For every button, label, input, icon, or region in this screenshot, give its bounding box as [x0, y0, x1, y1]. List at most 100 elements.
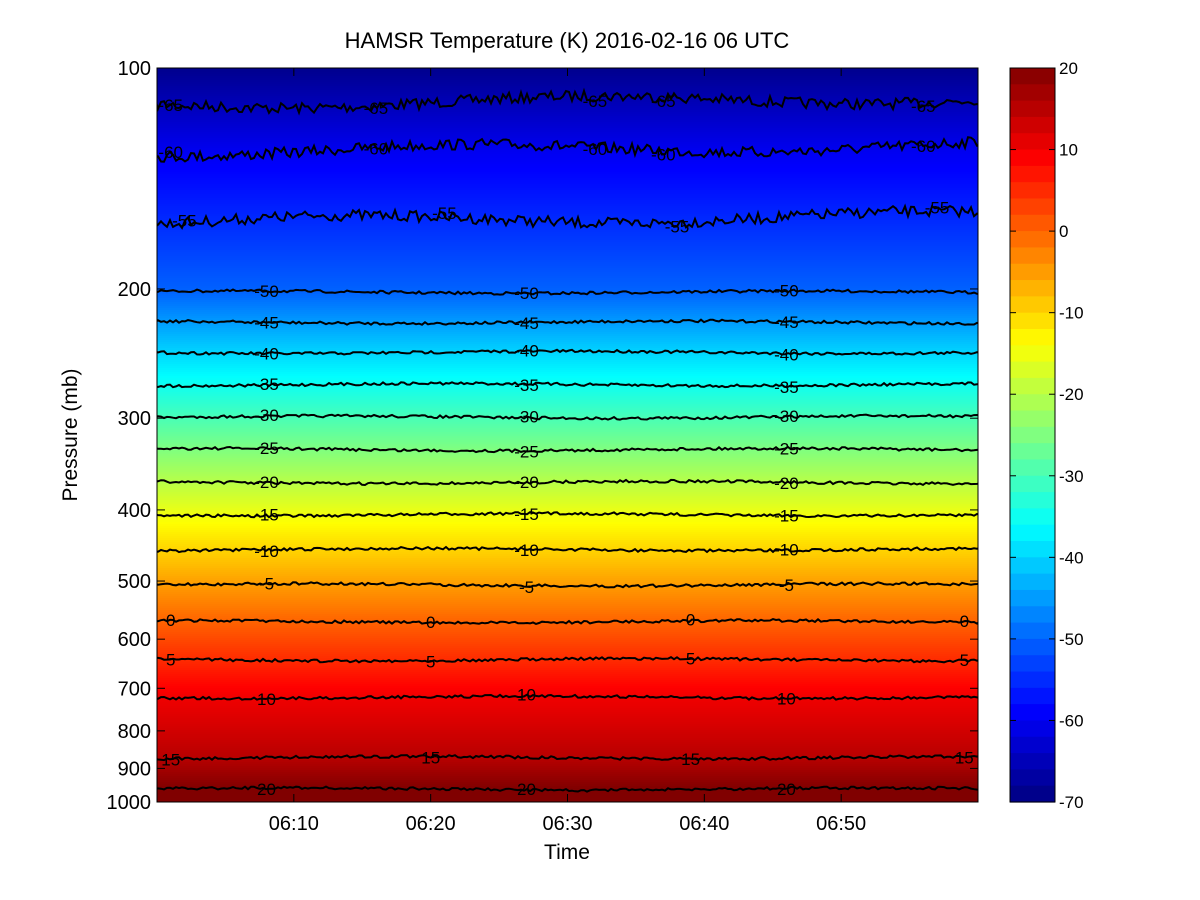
colorbar-segment	[1010, 638, 1055, 656]
colorbar: 20 10 0 -10 -20 -30 -40 -50 -60 -70	[1009, 59, 1084, 812]
colorbar-segment	[1010, 736, 1055, 754]
colorbar-segment	[1010, 247, 1055, 265]
colorbar-segment	[1010, 671, 1055, 689]
colorbar-tick-label: -40	[1059, 548, 1084, 567]
colorbar-segment	[1010, 68, 1055, 85]
x-tick-label: 06:10	[269, 813, 319, 835]
colorbar-segment	[1010, 606, 1055, 624]
colorbar-segment	[1010, 116, 1055, 134]
contour-label: -55	[172, 212, 197, 231]
x-axis: 06:10 06:20 06:30 06:40 06:50	[269, 68, 866, 835]
colorbar-segment	[1010, 84, 1055, 102]
colorbar-tick-label: -70	[1059, 793, 1084, 812]
contour-labels: -65 -65 -65 -65 -65-60 -60 -60 -60 -60-55 -55-55-…	[158, 92, 973, 799]
contour-label: 0	[686, 611, 695, 630]
colorbar-segment	[1010, 361, 1055, 379]
y-tick-label: 700	[118, 678, 151, 700]
contour-line	[157, 581, 978, 589]
contour-label: -60	[583, 140, 608, 159]
contour-line	[157, 693, 978, 701]
x-tick-label: 06:40	[679, 813, 729, 835]
chart-title: HAMSR Temperature (K) 2016-02-16 06 UTC	[345, 28, 790, 53]
colorbar-segment	[1010, 214, 1055, 232]
contour-line	[157, 136, 978, 163]
contour-label: -35	[774, 378, 799, 397]
contour-label: -50	[514, 284, 539, 303]
contour-label: -45	[254, 314, 279, 333]
contour-label: -60	[911, 137, 936, 156]
contour-label: -20	[774, 474, 799, 493]
contour-label: -25	[254, 439, 279, 458]
colorbar-segment	[1010, 492, 1055, 509]
contour-label: -65	[583, 92, 608, 111]
contour-line	[157, 478, 978, 487]
contour-line	[157, 87, 978, 116]
contour-label: -25	[514, 443, 539, 462]
contour-label: -20	[514, 473, 539, 492]
y-tick-label: 100	[118, 58, 151, 80]
contour-label: -5	[779, 576, 794, 595]
contour-line	[157, 656, 978, 664]
contour-line	[157, 318, 978, 326]
colorbar-segment	[1010, 345, 1055, 363]
contour-label: 5	[686, 650, 695, 669]
colorbar-segment	[1010, 785, 1055, 803]
contour-label: 5	[166, 651, 175, 670]
colorbar-segment	[1010, 410, 1055, 428]
contour-label: -40	[514, 341, 539, 360]
contour-label: 5	[426, 652, 435, 671]
colorbar-frame	[1009, 67, 1056, 803]
contour-label: -55	[432, 204, 457, 223]
contour-label: 0	[166, 611, 175, 630]
plot-area: -65 -65 -65 -65 -65-60 -60 -60 -60 -60-55 -55-55-…	[156, 67, 979, 803]
colorbar-segment	[1010, 622, 1055, 640]
contour-label: 10	[517, 686, 536, 705]
y-tick-label: 300	[118, 408, 151, 430]
contour-label: -25	[774, 440, 799, 459]
contour-label: -50	[254, 282, 279, 301]
y-tick-label: 200	[118, 279, 151, 301]
contour-line	[157, 203, 978, 230]
contour-line	[157, 545, 978, 554]
colorbar-tick-label: -10	[1059, 304, 1084, 323]
contour-label: 15	[421, 749, 440, 768]
contour-label: 15	[955, 749, 974, 768]
colorbar-tick-label: -60	[1059, 711, 1084, 730]
contour-label: -65	[364, 99, 389, 118]
contour-label: 0	[960, 612, 969, 631]
contour-label: -50	[774, 282, 799, 301]
contour-line	[157, 511, 978, 519]
contour-label: -40	[254, 344, 279, 363]
contour-label: -40	[774, 345, 799, 364]
contour-label: 5	[960, 651, 969, 670]
contour-label: -35	[254, 375, 279, 394]
contour-label: -5	[519, 578, 534, 597]
colorbar-tick-label: -20	[1059, 385, 1084, 404]
colorbar-segment	[1010, 312, 1055, 330]
temperature-field	[157, 68, 978, 802]
colorbar-segment	[1010, 198, 1055, 216]
contour-label: -10	[514, 541, 539, 560]
contour-label: 20	[257, 780, 276, 799]
contour-label: -10	[254, 542, 279, 561]
contour-label: -65	[158, 96, 183, 115]
colorbar-segment	[1010, 769, 1055, 787]
contour-line	[157, 288, 978, 296]
contour-label: -15	[254, 506, 279, 525]
contour-label: -35	[514, 376, 539, 395]
colorbar-segment	[1010, 165, 1055, 183]
colorbar-tick-label: -30	[1059, 467, 1084, 486]
contour-label: -60	[651, 146, 676, 165]
contour-label: 20	[777, 780, 796, 799]
contour-line	[157, 785, 978, 793]
y-tick-label: 1000	[107, 792, 152, 814]
colorbar-segment	[1010, 524, 1055, 542]
contour-label: -20	[254, 473, 279, 492]
colorbar-segment	[1010, 475, 1055, 493]
contour-label: -55	[665, 217, 690, 236]
colorbar-segment	[1010, 508, 1055, 526]
colorbar-segment	[1010, 377, 1055, 395]
colorbar-segment	[1010, 426, 1055, 444]
x-tick-label: 06:20	[406, 813, 456, 835]
y-tick-label: 400	[118, 500, 151, 522]
